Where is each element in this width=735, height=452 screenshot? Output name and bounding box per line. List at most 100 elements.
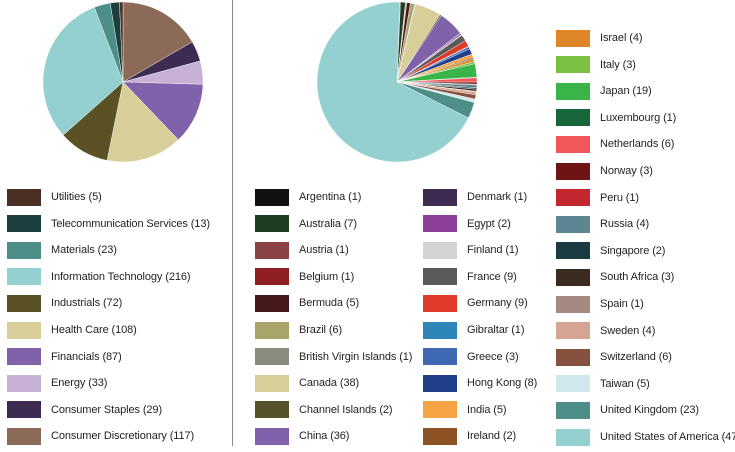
pie-slice-financials [122,81,204,141]
legend-swatch [7,268,41,286]
legend-swatch [423,294,457,312]
legend-label: Sweden (4) [600,324,656,337]
legend-item-consumer-discretionary: Consumer Discretionary (117) [7,427,194,445]
legend-label: Australia (7) [299,217,357,230]
legend-label: Russia (4) [600,218,650,231]
legend-item-switzerland: Switzerland (6) [556,348,672,366]
legend-label: Egypt (2) [467,217,511,230]
legend-label: Health Care (108) [51,324,137,336]
legend-swatch [255,188,289,206]
legend-label: Singapore (2) [600,244,666,257]
legend-swatch [255,241,289,259]
legend-item-netherlands: Netherlands (6) [556,135,674,153]
legend-item-russia: Russia (4) [556,215,649,233]
legend-item-ireland: Ireland (2) [423,427,516,445]
legend-label: Utilities (5) [51,191,102,203]
legend-label: China (36) [299,430,350,443]
legend-swatch [7,294,41,312]
legend-label: Industrials (72) [51,297,123,310]
legend-label: India (5) [467,403,507,416]
legend-item-energy: Energy (33) [7,374,107,392]
legend-swatch [7,241,41,259]
legend-swatch [556,348,590,366]
legend-swatch [423,348,457,366]
legend-swatch [423,374,457,392]
legend-label: Norway (3) [600,165,653,177]
legend-label: Belgium (1) [299,270,355,283]
legend-item-norway: Norway (3) [556,162,653,180]
legend-label: Canada (38) [299,377,360,390]
legend-swatch [556,242,590,260]
legend-item-austria: Austria (1) [255,241,349,259]
legend-swatch [7,401,41,419]
legend-label: South Africa (3) [600,271,675,284]
legend-label: Brazil (6) [299,324,343,336]
legend-label: Hong Kong (8) [467,377,538,390]
legend-item-brazil: Brazil (6) [255,321,342,339]
legend-label: Gibraltar (1) [467,324,525,336]
legend-item-germany: Germany (9) [423,294,528,312]
legend-item-greece: Greece (3) [423,348,519,366]
legend-item-united-states-of-america: United States of America (479) [556,428,735,446]
legend-item-luxembourg: Luxembourg (1) [556,109,676,127]
legend-item-australia: Australia (7) [255,215,357,233]
legend-item-spain: Spain (1) [556,295,644,313]
legend-label: Finland (1) [467,244,519,257]
legend-swatch [255,348,289,366]
legend-item-denmark: Denmark (1) [423,188,527,206]
legend-item-industrials: Industrials (72) [7,294,122,312]
legend-label: Israel (4) [600,32,643,44]
legend-swatch [556,428,590,446]
legend-item-taiwan: Taiwan (5) [556,375,650,393]
legend-item-china: China (36) [255,427,349,445]
legend-label: Bermuda (5) [299,297,360,310]
legend-item-gibraltar: Gibraltar (1) [423,321,524,339]
legend-swatch [556,322,590,340]
legend-item-sweden: Sweden (4) [556,322,655,340]
legend-item-united-kingdom: United Kingdom (23) [556,401,699,419]
legend-label: Energy (33) [51,377,108,390]
legend-item-information-technology: Information Technology (216) [7,268,191,286]
pie-slice-utilities [119,1,124,83]
legend-item-channel-islands: Channel Islands (2) [255,401,393,419]
legend-label: Financials (87) [51,350,122,363]
legend-swatch [556,162,590,180]
legend-item-health-care: Health Care (108) [7,321,137,339]
legend-label: Switzerland (6) [600,351,672,364]
legend-label: Materials (23) [51,244,117,257]
legend-item-israel: Israel (4) [556,29,643,47]
legend-swatch [556,135,590,153]
legend-item-finland: Finland (1) [423,241,519,259]
legend-swatch [556,401,590,419]
legend-swatch [556,215,590,233]
legend-item-india: India (5) [423,401,507,419]
legend-swatch [255,401,289,419]
legend-label: Luxembourg (1) [600,111,677,124]
legend-label: Consumer Discretionary (117) [51,430,195,443]
legend-item-singapore: Singapore (2) [556,242,665,260]
legend-label: Japan (19) [600,85,652,98]
legend-swatch [7,188,41,206]
pie-slice-information-technology [42,7,124,136]
legend-swatch [423,427,457,445]
legend-label: France (9) [467,270,517,283]
legend-swatch [556,295,590,313]
legend-swatch [423,215,457,233]
legend-swatch [7,348,41,366]
legend-label: Ireland (2) [467,430,517,443]
legend-label: Greece (3) [467,350,519,363]
pie-slice-consumer-discretionary [122,1,193,83]
legend-swatch [556,189,590,207]
legend-item-belgium: Belgium (1) [255,268,354,286]
legend-label: Denmark (1) [467,191,528,203]
legend-item-financials: Financials (87) [7,348,122,366]
legend-swatch [7,215,41,233]
legend-item-japan: Japan (19) [556,82,652,100]
legend-label: Spain (1) [600,298,644,310]
legend-swatch [556,82,590,100]
legend-item-canada: Canada (38) [255,374,359,392]
legend-label: Channel Islands (2) [299,403,393,416]
legend-item-materials: Materials (23) [7,241,117,259]
legend-label: Germany (9) [467,297,528,310]
